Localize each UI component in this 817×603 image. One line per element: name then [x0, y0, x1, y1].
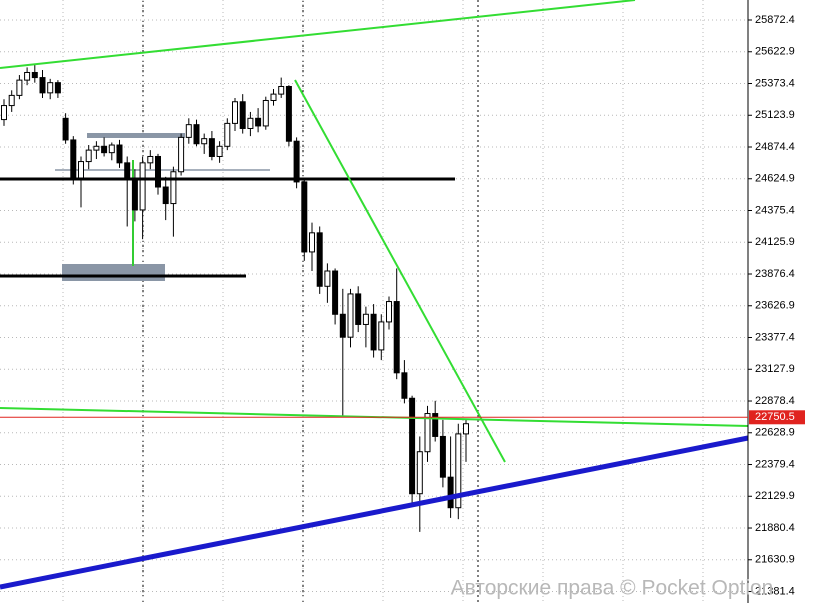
candle-body [416, 451, 423, 495]
y-tick-label: 24874.4 [755, 141, 795, 153]
candle-body [216, 145, 223, 157]
candle-body [239, 101, 246, 129]
candle-body [332, 270, 339, 315]
candle-body [124, 162, 131, 180]
y-tick-label: 23377.4 [755, 331, 795, 343]
candle-body [139, 162, 146, 211]
current-price-label: 22750.5 [755, 411, 795, 423]
candle-body [439, 435, 446, 478]
candle-body [178, 136, 185, 173]
candle-body [432, 413, 439, 437]
candle-body [31, 71, 38, 79]
candle-body [8, 94, 15, 107]
y-tick-label: 25373.4 [755, 77, 795, 89]
grid [0, 0, 748, 603]
candles [1, 64, 469, 532]
y-tick-label: 22628.9 [755, 427, 795, 439]
y-tick-label: 24375.4 [755, 204, 795, 216]
candle-body [16, 79, 23, 96]
candle-body [78, 161, 84, 180]
y-tick-label: 24624.9 [755, 173, 795, 185]
y-tick-label: 21630.9 [755, 554, 795, 566]
candle-body [393, 301, 400, 374]
candle-body [208, 138, 215, 157]
candle-body [285, 85, 292, 142]
candle-body [309, 232, 315, 253]
candle-body [224, 122, 231, 147]
candle-body [93, 145, 100, 151]
candle-body [54, 82, 61, 94]
candle-body [293, 140, 300, 183]
trend-line [0, 0, 636, 69]
y-tick-label: 23626.9 [755, 300, 795, 312]
candle-body [401, 372, 408, 399]
candle-body [255, 117, 262, 127]
candle-body [447, 476, 454, 509]
candle-body [378, 321, 385, 351]
candle-body [463, 423, 469, 435]
candle-body [108, 144, 115, 154]
candle-body [247, 117, 254, 129]
candle-body [278, 85, 285, 95]
y-tick-label: 22379.4 [755, 458, 795, 470]
trend-line [294, 79, 506, 463]
candle-body [116, 144, 123, 164]
candle-body [316, 232, 323, 287]
y-tick-label: 24125.9 [755, 236, 795, 248]
candle-body [270, 93, 277, 101]
candle-body [62, 117, 69, 141]
candle-body [70, 139, 77, 180]
zone-box [87, 133, 185, 138]
watermark: Авторские права © Pocket Option [451, 577, 774, 600]
y-tick-label: 23127.9 [755, 363, 795, 375]
y-tick-label: 22129.9 [755, 490, 795, 502]
zone-box [62, 264, 165, 281]
candle-body [370, 313, 377, 351]
candle-body [47, 82, 54, 94]
drawn-objects [0, 0, 749, 590]
candle-body [101, 145, 108, 154]
candle-body [301, 181, 308, 253]
candle-body [409, 397, 416, 495]
y-tick-label: 25622.9 [755, 46, 795, 58]
y-tick-label: 21381.4 [755, 585, 795, 597]
current-price-box [749, 410, 805, 425]
candle-body [24, 71, 31, 81]
y-tick-label: 25872.4 [755, 14, 795, 26]
trend-line [0, 435, 749, 590]
y-tick-label: 23876.4 [755, 268, 795, 280]
candle-body [232, 101, 238, 124]
candle-body [262, 99, 269, 127]
y-axis-labels: 25872.4 25622.9 25373.4 25123.9 24874.4 24624… [748, 14, 795, 597]
candle-body [424, 413, 431, 453]
axis-panel [748, 0, 817, 603]
candle-body [170, 171, 177, 205]
candle-body [455, 433, 462, 509]
y-tick-label: 21880.4 [755, 522, 795, 534]
candle-body [147, 155, 154, 164]
candle-body [85, 149, 92, 163]
candle-body [324, 270, 331, 287]
candle-body [39, 77, 46, 94]
candle-body [162, 186, 169, 205]
candle-body [339, 313, 346, 338]
candle-body [193, 124, 200, 145]
y-tick-label: 22878.4 [755, 395, 795, 407]
candle-body [155, 155, 161, 188]
candle-body [201, 138, 208, 145]
candle-body [386, 301, 392, 323]
candle-body [347, 293, 354, 338]
candle-body [1, 105, 7, 121]
candle-body [131, 178, 138, 211]
candle-body [185, 124, 192, 138]
y-tick-label: 25123.9 [755, 109, 795, 121]
candle-body [355, 293, 362, 325]
candle-body [362, 313, 369, 325]
